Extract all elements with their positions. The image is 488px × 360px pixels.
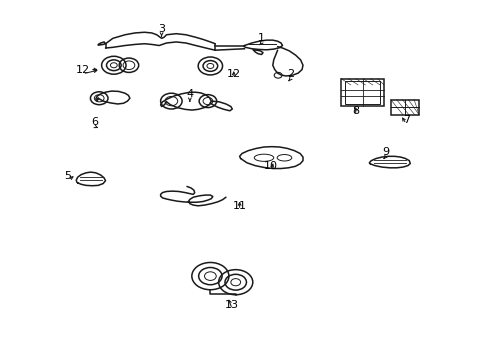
Text: 11: 11 — [232, 201, 246, 211]
Text: 6: 6 — [91, 117, 98, 127]
Text: 5: 5 — [64, 171, 71, 181]
Text: 1: 1 — [258, 33, 264, 43]
Bar — [390, 100, 418, 115]
Text: 4: 4 — [186, 89, 193, 99]
Text: 9: 9 — [382, 147, 388, 157]
Text: 10: 10 — [264, 161, 278, 171]
Bar — [344, 81, 379, 104]
Text: 12: 12 — [76, 64, 89, 75]
Text: 3: 3 — [158, 24, 165, 35]
Text: 8: 8 — [351, 106, 359, 116]
Text: 12: 12 — [226, 69, 241, 79]
Text: 7: 7 — [402, 115, 409, 125]
Text: 2: 2 — [286, 69, 294, 79]
Text: 13: 13 — [225, 300, 239, 310]
Bar — [340, 78, 383, 107]
